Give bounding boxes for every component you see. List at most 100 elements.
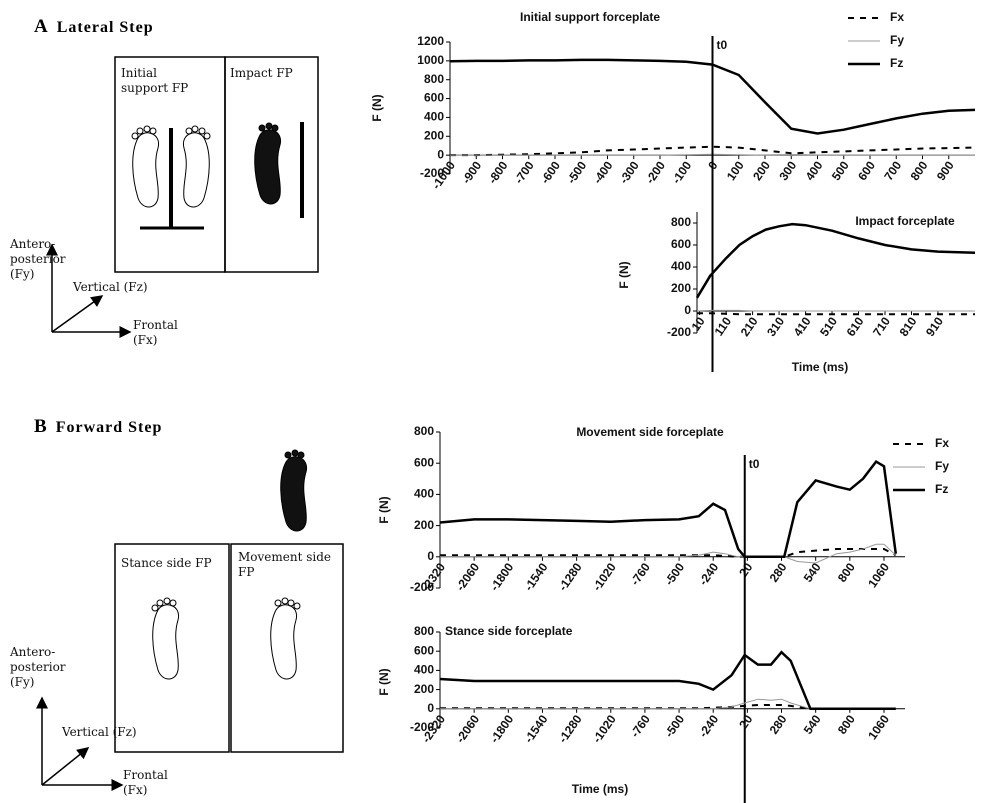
x-tick-label: -100 <box>669 158 694 186</box>
foot-outline <box>131 125 160 208</box>
x-tick-label: -600 <box>538 158 563 186</box>
x-tick-label: 100 <box>724 158 747 183</box>
y-tick-label: 0 <box>427 701 434 715</box>
chart-title: Movement side forceplate <box>576 425 724 439</box>
x-tick-label: -1020 <box>590 560 619 593</box>
axis-label: Antero-posterior (Fy) <box>10 237 66 281</box>
panel-title: Lateral Step <box>56 19 154 36</box>
x-tick-label: 110 <box>712 314 735 338</box>
x-tick-label: -1540 <box>521 712 550 745</box>
x-tick-label: -500 <box>564 158 589 186</box>
panel-heading: B Forward Step <box>34 416 162 438</box>
x-tick-label: 500 <box>829 158 852 183</box>
x-tick-label: 600 <box>855 158 878 183</box>
x-tick-label: -1280 <box>556 560 585 593</box>
panel-label: B <box>34 416 48 437</box>
y-tick-label: 600 <box>414 643 434 657</box>
x-tick-label: -700 <box>512 158 537 186</box>
series-line <box>439 459 898 559</box>
x-tick-label: -1800 <box>487 712 516 745</box>
x-axis-label: Time (ms) <box>572 782 628 796</box>
y-tick-label: 1000 <box>417 53 444 67</box>
x-tick-label: -400 <box>590 158 615 186</box>
y-tick-label: 400 <box>671 259 691 273</box>
x-tick-label: -300 <box>617 158 642 186</box>
fp-box <box>230 543 344 753</box>
y-axis-label: F (N) <box>617 261 631 288</box>
foot-outline <box>270 597 301 680</box>
foot-filled <box>254 122 282 205</box>
axis-label: Antero-posterior (Fy) <box>10 645 66 689</box>
x-tick-label: 700 <box>881 158 904 183</box>
legend-label: Fx <box>935 436 949 450</box>
x-tick-label: 800 <box>835 560 858 585</box>
x-tick-label: 300 <box>776 158 799 183</box>
x-tick-label: -1800 <box>487 560 516 593</box>
x-tick-label: -240 <box>696 712 721 740</box>
series-line <box>697 312 975 316</box>
y-tick-label: -200 <box>420 166 444 180</box>
x-tick-label: -500 <box>662 560 687 588</box>
y-tick-label: 800 <box>414 624 434 638</box>
y-tick-label: 1200 <box>417 34 444 48</box>
y-tick-label: 0 <box>684 303 691 317</box>
x-tick-label: 280 <box>767 560 790 585</box>
box-label: Initial support FP <box>121 66 189 95</box>
x-tick-label: 800 <box>835 712 858 737</box>
x-tick-label: 200 <box>750 158 773 183</box>
legend-label: Fz <box>890 56 903 70</box>
y-axis-label: F (N) <box>377 496 391 523</box>
y-tick-label: 200 <box>424 128 444 142</box>
x-tick-label: -2320 <box>419 560 448 593</box>
y-tick-label: 0 <box>437 147 444 161</box>
x-tick-label: 1060 <box>865 560 892 590</box>
foot-filled <box>280 449 308 532</box>
panel-label: A <box>34 16 49 37</box>
fp-box <box>114 543 230 753</box>
axis-label: Vertical (Fz) <box>62 725 137 739</box>
y-tick-label: 800 <box>414 424 434 438</box>
y-tick-label: 200 <box>414 518 434 532</box>
y-axis-label: F (N) <box>370 94 384 121</box>
x-tick-label: 610 <box>844 314 867 339</box>
y-tick-label: -200 <box>410 580 434 594</box>
x-tick-label: -1540 <box>521 560 550 593</box>
foot-outline <box>182 125 211 208</box>
series-line <box>440 548 897 558</box>
annotation: t0 <box>717 38 728 52</box>
x-tick-label: -760 <box>628 560 653 588</box>
chart-title: Stance side forceplate <box>445 624 573 638</box>
x-tick-label: 280 <box>767 712 790 737</box>
y-tick-label: 200 <box>671 281 691 295</box>
diagram-b <box>36 449 344 791</box>
arrow <box>51 295 104 333</box>
x-tick-label: -240 <box>696 560 721 588</box>
y-tick-label: 600 <box>424 91 444 105</box>
x-tick-label: 900 <box>934 158 957 183</box>
x-tick-label: -2060 <box>453 712 482 745</box>
x-tick-label: 810 <box>897 314 920 339</box>
y-tick-label: 400 <box>414 487 434 501</box>
axis-label: Frontal (Fx) <box>123 768 168 797</box>
x-tick-label: 210 <box>738 314 761 339</box>
x-tick-label: 410 <box>791 314 814 339</box>
series-line <box>439 650 896 711</box>
x-tick-label: -760 <box>628 712 653 740</box>
panel-title: Forward Step <box>55 419 163 436</box>
x-tick-label: -500 <box>662 712 687 740</box>
x-tick-label: 910 <box>923 314 946 339</box>
legend-label: Fy <box>890 33 904 47</box>
fp-box <box>224 56 319 273</box>
annotation: t0 <box>749 457 760 471</box>
x-tick-label: -800 <box>485 158 510 186</box>
x-tick-label: 800 <box>908 158 931 183</box>
x-tick-label: -200 <box>643 158 668 186</box>
x-tick-label: 10 <box>689 314 708 333</box>
x-tick-label: 510 <box>817 314 840 339</box>
foot-outline <box>151 597 180 680</box>
x-axis-label: Time (ms) <box>792 360 848 374</box>
x-tick-label: 310 <box>764 314 787 339</box>
x-tick-label: 710 <box>870 314 893 339</box>
